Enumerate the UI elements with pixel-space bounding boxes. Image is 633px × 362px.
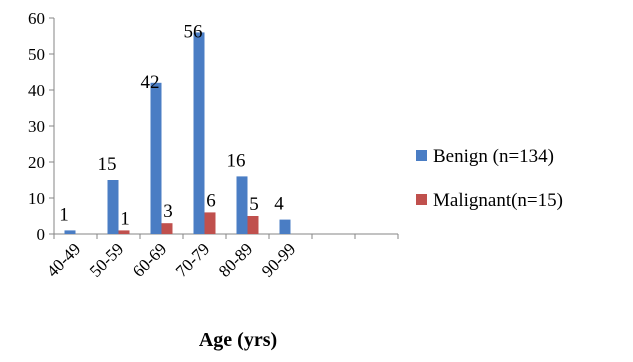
bar-malignant: [247, 216, 259, 234]
data-label: 15: [98, 154, 117, 175]
bar-benign: [279, 219, 291, 234]
x-tick-label: 80-89: [215, 239, 256, 280]
legend-label: Benign (n=134): [433, 146, 554, 167]
x-tick-label: 70-79: [172, 239, 213, 280]
bar-malignant: [118, 230, 130, 234]
x-axis-title: Age (yrs): [199, 329, 277, 351]
data-label: 16: [227, 150, 246, 171]
y-tick-label: 0: [37, 225, 46, 244]
data-label: 4: [274, 194, 284, 215]
bar-benign: [107, 180, 119, 234]
data-label: 1: [59, 204, 69, 225]
x-tick-label: 50-59: [86, 239, 127, 280]
data-label: 42: [141, 72, 160, 93]
legend-label: Malignant(n=15): [433, 190, 563, 211]
data-label: 6: [206, 190, 216, 211]
y-tick-label: 60: [28, 9, 45, 28]
x-tick-label: 90-99: [258, 239, 299, 280]
y-tick-label: 20: [28, 153, 45, 172]
plot-area: 0 10 20 30 40 50 60 40-49 50-59 60-69 70-79 80-89 90…: [28, 9, 399, 281]
y-tick-label: 10: [28, 189, 45, 208]
x-tick-label: 60-69: [129, 239, 170, 280]
bar-malignant: [204, 212, 216, 234]
data-label: 5: [249, 194, 259, 215]
bar-malignant: [161, 223, 173, 234]
legend-swatch: [416, 150, 427, 161]
x-tick-label: 40-49: [43, 239, 84, 280]
bar-benign: [150, 82, 162, 234]
bar-benign: [64, 230, 76, 234]
legend-swatch: [416, 194, 427, 205]
bar-benign: [236, 176, 248, 234]
y-tick-label: 30: [28, 117, 45, 136]
data-label: 56: [184, 21, 203, 42]
y-tick-label: 40: [28, 81, 45, 100]
data-label: 3: [163, 201, 173, 222]
y-tick-label: 50: [28, 45, 45, 64]
legend: Benign (n=134) Malignant(n=15): [416, 146, 563, 211]
data-label: 1: [120, 208, 130, 229]
bar-benign: [193, 32, 205, 235]
